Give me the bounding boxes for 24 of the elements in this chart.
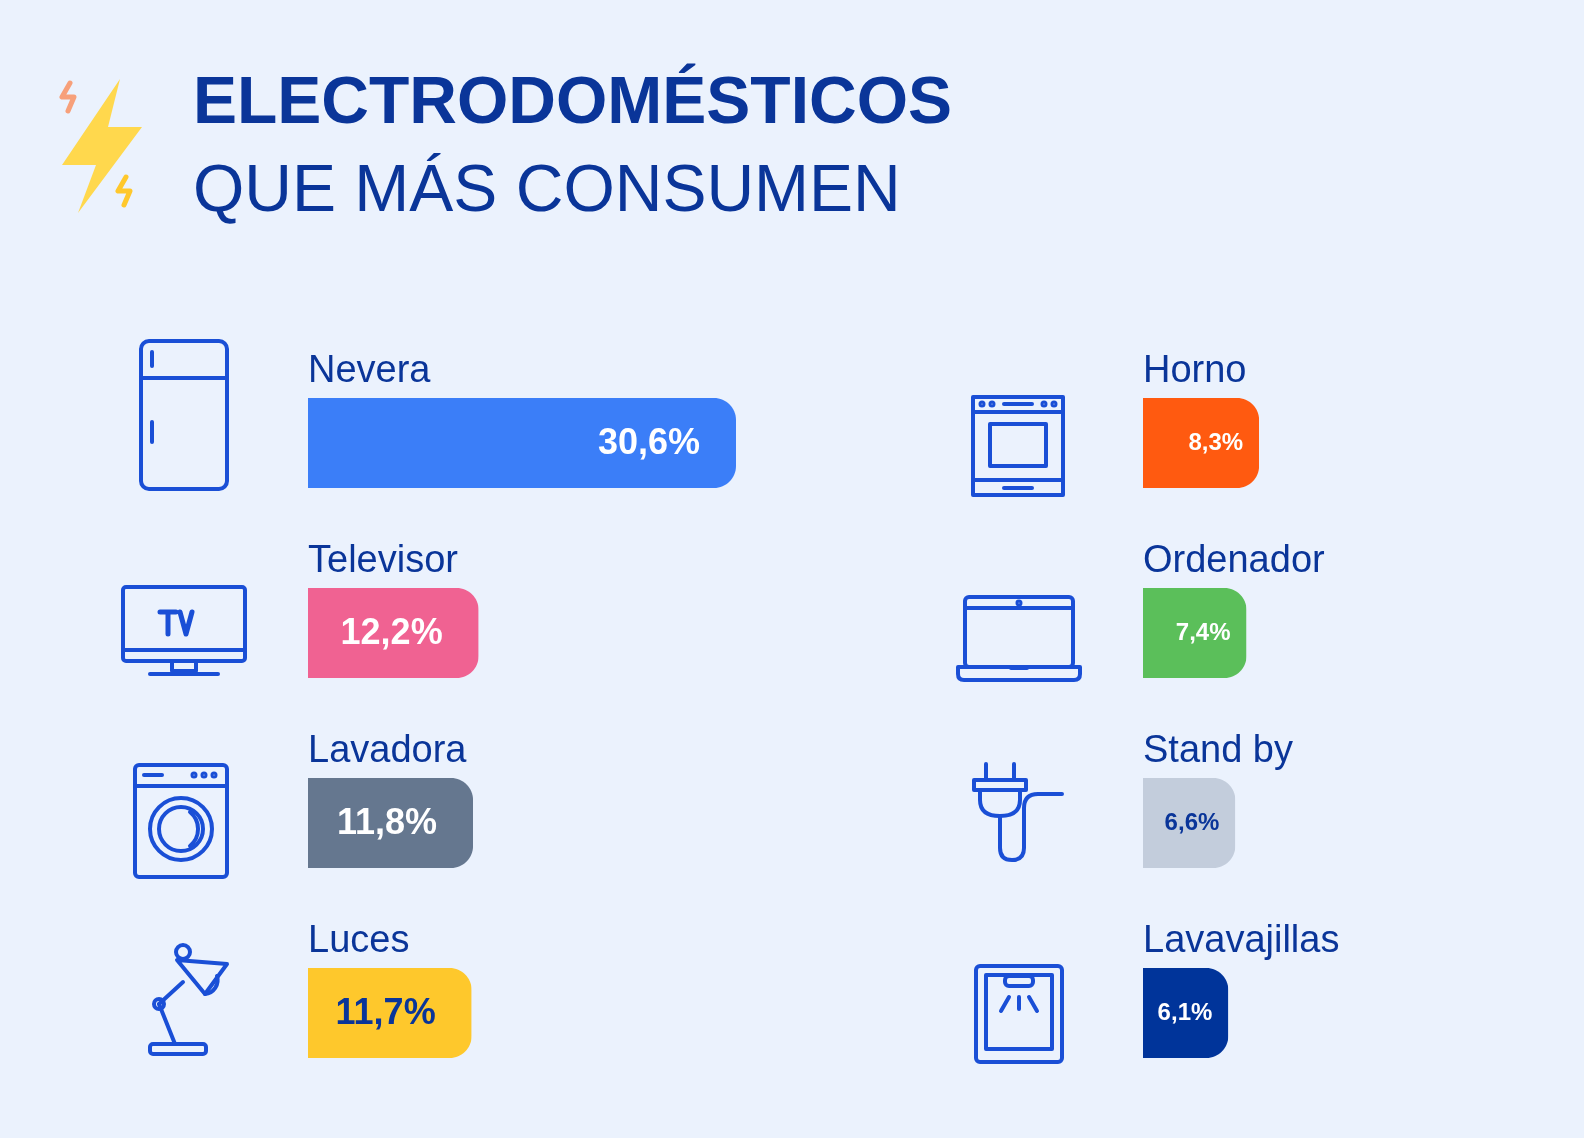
bar bbox=[1143, 398, 1260, 488]
data-label: 30,6% bbox=[597, 421, 700, 462]
y-tick-label: Nevera bbox=[308, 348, 432, 390]
y-tick-label: Lavadora bbox=[308, 728, 468, 770]
chart-title: ELECTRODOMÉSTICOS bbox=[193, 62, 953, 138]
y-tick-label: Stand by bbox=[1143, 728, 1293, 770]
data-label: 11,8% bbox=[336, 801, 438, 842]
y-tick-label: Luces bbox=[308, 918, 410, 960]
bar bbox=[1143, 588, 1247, 678]
data-label: 12,2% bbox=[340, 611, 443, 652]
bar bbox=[1143, 778, 1236, 868]
data-label: 8,3% bbox=[1188, 428, 1244, 455]
data-label: 6,1% bbox=[1157, 998, 1213, 1025]
chart-subtitle: QUE MÁS CONSUMEN bbox=[193, 150, 901, 226]
data-label: 6,6% bbox=[1164, 808, 1220, 835]
bar bbox=[1143, 968, 1229, 1058]
data-label: 11,7% bbox=[335, 991, 436, 1032]
data-label: 7,4% bbox=[1175, 618, 1231, 645]
y-tick-label: Lavavajillas bbox=[1143, 918, 1340, 960]
bar bbox=[308, 398, 736, 488]
y-tick-label: Ordenador bbox=[1143, 538, 1326, 580]
y-tick-label: Televisor bbox=[308, 538, 459, 580]
bar bbox=[308, 968, 472, 1058]
y-tick-label: Horno bbox=[1143, 348, 1247, 390]
